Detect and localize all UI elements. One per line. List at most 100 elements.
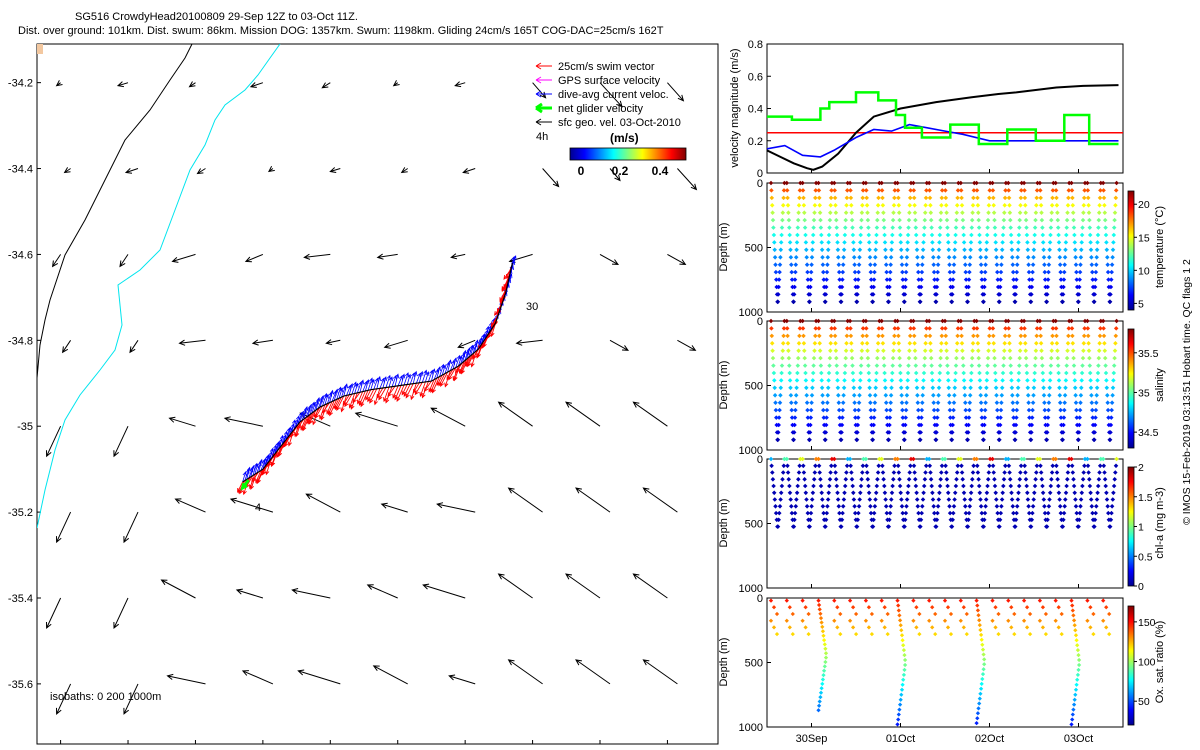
chla-sample [888,504,893,509]
temperature-sample [991,195,996,201]
oxygen-sample [817,699,822,704]
salinity-sample [811,363,816,368]
temperature-sample [927,195,933,201]
oxygen-sample [1088,605,1093,610]
salinity-sample [911,333,917,339]
track-start-label: 4 [255,502,261,514]
chla-sample [935,510,940,516]
salinity-sample [1014,400,1020,405]
salinity-sample [954,348,960,353]
temperature-sample [1066,180,1072,186]
chla-sample [804,497,809,502]
chla-sample [911,463,917,469]
temperature-sample [1026,262,1031,267]
temperature-sample [911,180,916,186]
salinity-sample [776,415,782,420]
salinity-sample [1109,400,1115,405]
temperature-sample [808,284,813,290]
salinity-sample [798,318,803,324]
chla-sample [982,517,987,523]
oxygen-y-tick-label: 500 [745,658,763,670]
salinity-sample [986,341,992,346]
salinity-sample [829,326,834,331]
temperature-sample [834,217,839,223]
salinity-sample [1024,363,1029,368]
swim-vector-arrow [271,449,279,467]
chla-sample [1064,483,1069,489]
chla-sample [863,456,869,462]
dac-vector-arrow [348,383,354,396]
temperature-sample [803,232,808,238]
section-panels: Depth (m) temperature (°C) Depth (m) sal… [718,178,1166,734]
surface-velocity-arrow [565,401,601,427]
chla-sample [1090,510,1095,516]
salinity-sample [978,400,984,405]
temperature-sample [1050,188,1056,193]
temperature-sample [1047,240,1053,245]
salinity-sample [1013,422,1019,428]
salinity-sample [868,407,874,413]
temperature-sample [777,262,783,267]
temperature-sample [886,292,892,297]
temperature-sample [1082,188,1087,193]
oxygen-sample [1040,625,1046,630]
salinity-sample [804,393,809,398]
oxygen-sample [816,598,821,603]
salinity-sample [937,378,942,383]
temperature-sample [966,284,971,290]
temperature-sample [915,255,920,260]
temperature-sample [899,255,904,260]
salinity-sample [821,407,826,413]
temperature-sample [938,217,943,223]
salinity-sample [847,318,853,324]
temperature-sample [1081,210,1086,215]
temperature-sample [839,292,844,297]
temperature-sample [1051,180,1056,186]
salinity-sample [769,333,775,339]
temperature-sample [975,195,980,201]
temperature-sample [1105,255,1110,260]
salinity-sample [904,400,909,405]
chla-sample [995,510,1000,516]
chla-sample [928,470,933,475]
chla-sample [889,490,895,496]
temperature-sample [834,232,840,238]
salinity-sample [969,370,974,376]
temperature-sample [1039,210,1044,215]
temperature-sample [811,225,816,230]
chla-sample [1041,497,1047,502]
temperature-sample [1098,188,1103,193]
temperature-colorbar [1127,190,1135,311]
salinity-sample [1062,400,1067,405]
temperature-sample [1096,217,1102,223]
temperature-sample [943,195,949,201]
swim-vector-arrow [405,383,414,399]
dac-vector-arrow [319,395,325,408]
chla-sample [824,510,830,516]
oxygen-sample [1012,611,1017,617]
salinity-sample [1044,437,1050,443]
salinity-sample [1070,348,1076,353]
salinity-sample [979,415,985,420]
oxygen-sample [977,696,982,701]
dac-vector-arrow [485,325,490,339]
temperature-sample [884,277,890,282]
salinity-sample [796,341,802,346]
chla-sample [854,524,860,529]
temperature-sample [785,195,790,201]
salinity-sample [903,407,909,413]
salinity-sample [1064,363,1069,368]
salinity-sample [1076,437,1081,443]
salinity-sample [819,385,825,391]
dac-vector-arrow [274,441,280,455]
temperature-sample [889,240,895,245]
temperature-sample [1085,180,1090,186]
salinity-sample [1007,341,1012,346]
oxygen-sample [1073,692,1078,697]
temperature-sample [1073,255,1078,260]
salinity-sample [1049,355,1054,361]
salinity-sample [954,355,959,361]
salinity-sample [836,393,841,398]
salinity-sample [950,415,956,420]
